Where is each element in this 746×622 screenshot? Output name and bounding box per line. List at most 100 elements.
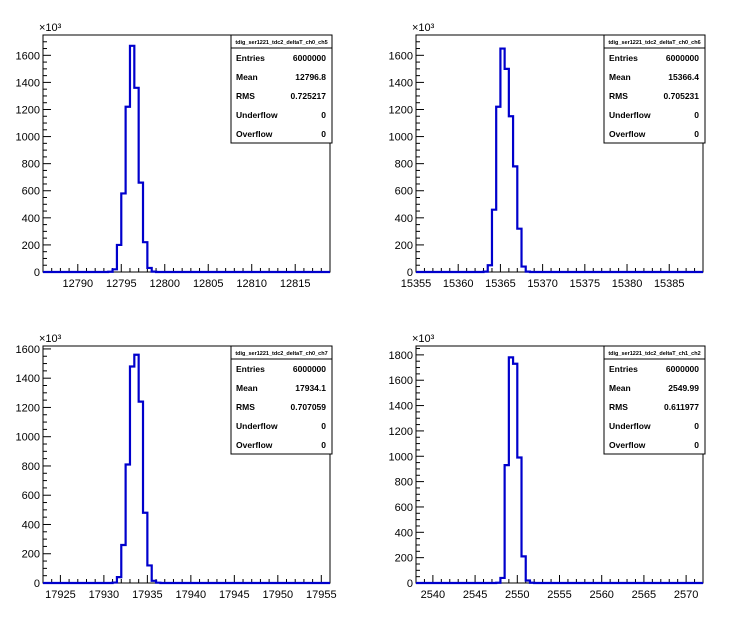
stats-title: tdig_ser1221_tdc2_deltaT_ch0_ch7 [235,351,327,357]
y-tick-label: 1600 [16,50,40,62]
y-tick-label: 0 [407,267,413,279]
histogram-series [416,47,703,274]
stats-label: RMS [609,402,628,412]
y-tick-label: 1000 [16,132,40,144]
x-tick-label: 17955 [306,589,337,601]
x-tick-label: 2550 [505,589,529,601]
histogram-bin [143,242,147,272]
stats-value: 0 [694,440,699,450]
histogram-series [43,353,330,585]
x-tick-label: 2570 [674,589,698,601]
histogram-series [43,44,330,274]
x-tick-label: 15360 [443,278,474,290]
x-tick-label: 2540 [421,589,445,601]
stats-label: Underflow [609,110,651,120]
histogram-bin [134,355,138,583]
y-tick-label: 1000 [16,432,40,444]
stats-value: 6000000 [666,53,699,63]
stats-label: Overflow [609,440,646,450]
y-tick-label: 200 [22,240,40,252]
y-axis-exponent: ×10³ [412,22,435,34]
y-tick-label: 1600 [389,50,413,62]
y-tick-label: 1200 [389,426,413,438]
stats-value: 0.705231 [664,91,700,101]
histogram-bin [152,581,156,583]
x-tick-label: 15375 [570,278,601,290]
y-tick-label: 1000 [389,451,413,463]
stats-label: RMS [609,91,628,101]
stats-label: Mean [609,383,631,393]
y-tick-label: 1600 [16,344,40,356]
y-tick-label: 600 [22,490,40,502]
stats-title: tdig_ser1221_tdc2_deltaT_ch0_ch5 [235,40,327,46]
stats-value: 12796.8 [295,72,326,82]
stats-value: 2549.99 [668,383,699,393]
stats-value: 0.707059 [291,402,327,412]
histogram-bin [117,577,121,583]
stats-label: Mean [236,72,258,82]
histogram-bin [517,458,521,583]
stats-label: Overflow [236,440,273,450]
y-tick-label: 0 [34,267,40,279]
stats-value: 6000000 [666,364,699,374]
x-tick-label: 2565 [632,589,656,601]
stats-value: 17934.1 [295,383,326,393]
stats-value: 6000000 [293,364,326,374]
y-tick-label: 200 [22,549,40,561]
histogram-bin [509,116,513,272]
histogram-bin [500,578,504,583]
histogram-bin [126,465,130,584]
stats-value: 0 [694,110,699,120]
histogram-bin [117,245,121,272]
histogram-bin [492,210,496,272]
y-tick-label: 600 [395,186,413,198]
histogram-bin [113,269,117,272]
x-tick-label: 15355 [401,278,432,290]
stats-value: 0 [321,440,326,450]
histogram-bin [513,166,517,272]
y-tick-label: 400 [395,213,413,225]
stats-value: 0 [321,129,326,139]
stats-label: Overflow [236,129,273,139]
y-tick-label: 400 [22,213,40,225]
x-tick-label: 12795 [106,278,137,290]
x-tick-label: 17940 [176,589,207,601]
histogram-bin [505,69,509,272]
x-tick-label: 12790 [62,278,93,290]
y-tick-label: 1000 [389,132,413,144]
histogram-bin [513,364,517,583]
stats-label: RMS [236,402,255,412]
histogram-bin [147,268,151,272]
y-tick-label: 400 [395,527,413,539]
x-tick-label: 15380 [612,278,643,290]
y-tick-label: 1200 [16,402,40,414]
x-tick-label: 17925 [45,589,76,601]
y-tick-label: 800 [22,461,40,473]
stats-box [603,34,706,144]
x-tick-label: 15385 [654,278,685,290]
histogram-bin [134,88,138,272]
histogram-bin [522,267,526,272]
x-tick-label: 17950 [263,589,294,601]
y-tick-label: 1800 [389,350,413,362]
y-tick-label: 800 [395,477,413,489]
stats-value: 0 [694,129,699,139]
histogram-panel: 15355 15360 15365 15370 15375 15380 15385 0 200 4… [389,22,706,290]
y-tick-label: 1200 [16,104,40,116]
stats-label: Entries [236,53,265,63]
y-tick-label: 0 [34,578,40,590]
histogram-bin [130,366,134,583]
stats-value: 0 [321,110,326,120]
histogram-bin [143,513,147,583]
x-tick-label: 12810 [236,278,267,290]
histogram-bin [488,265,492,272]
x-tick-label: 17930 [89,589,120,601]
stats-label: Entries [236,364,265,374]
y-tick-label: 400 [22,519,40,531]
histogram-bin [526,580,530,583]
histogram-bin [500,49,504,272]
stats-label: RMS [236,91,255,101]
y-axis-exponent: ×10³ [39,333,62,345]
histogram-bin [509,357,513,583]
